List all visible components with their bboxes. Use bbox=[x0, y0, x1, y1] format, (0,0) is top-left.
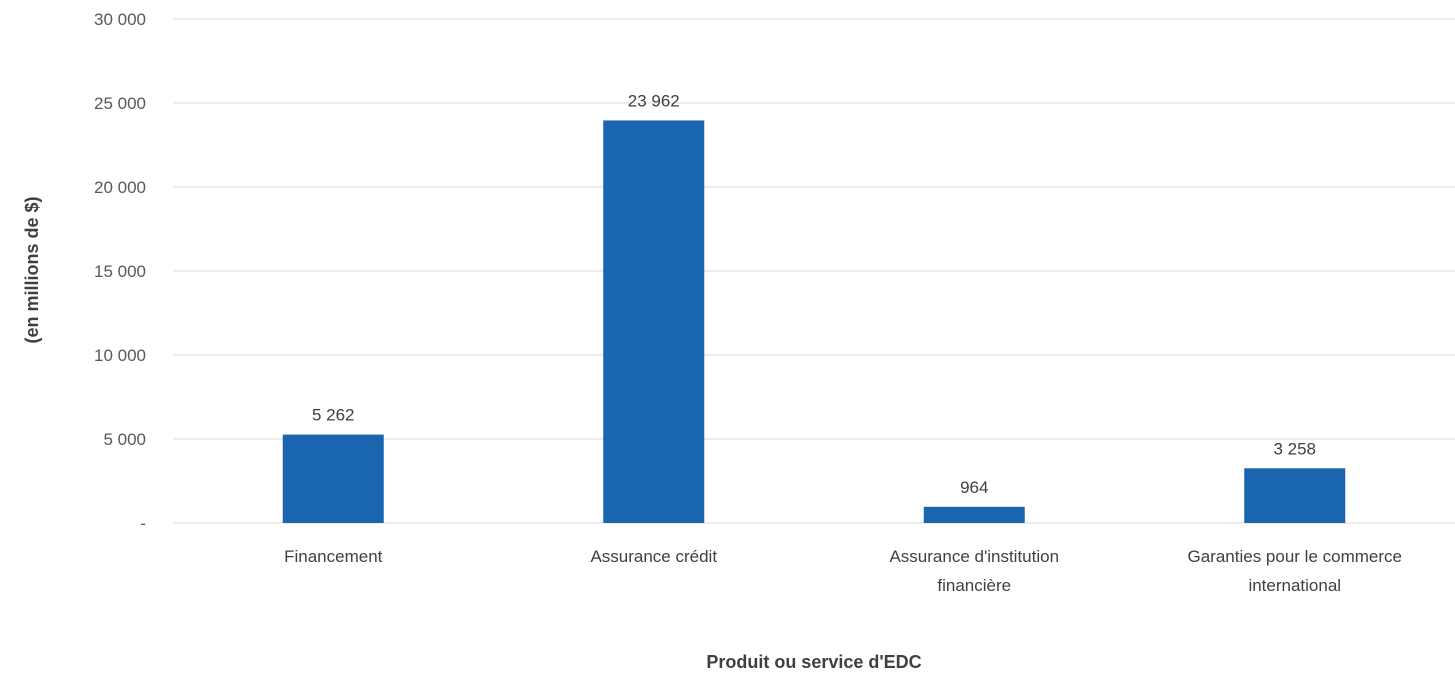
x-category-label: Financement bbox=[284, 547, 383, 566]
x-category-label: Garanties pour le commerce bbox=[1188, 547, 1402, 566]
bar bbox=[282, 434, 384, 523]
bar bbox=[603, 120, 705, 523]
data-label: 23 962 bbox=[628, 91, 680, 110]
data-label: 3 258 bbox=[1273, 439, 1316, 458]
y-tick-label: 15 000 bbox=[94, 262, 146, 281]
data-labels: 5 262 23 962 964 3 258 bbox=[312, 91, 1316, 496]
y-axis-ticks: - 5 000 10 000 15 000 20 000 25 000 30 000 bbox=[94, 10, 146, 533]
bar bbox=[923, 506, 1025, 523]
x-axis-title: Produit ou service d'EDC bbox=[706, 652, 921, 672]
y-tick-label: 10 000 bbox=[94, 346, 146, 365]
x-category-label: Assurance crédit bbox=[590, 547, 717, 566]
data-label: 964 bbox=[960, 478, 988, 497]
y-tick-label: 25 000 bbox=[94, 94, 146, 113]
gridlines bbox=[173, 18, 1455, 524]
y-axis-title: (en millions de $) bbox=[22, 196, 42, 343]
x-category-label: Assurance d'institution bbox=[889, 547, 1059, 566]
x-category-label: international bbox=[1248, 576, 1341, 595]
y-tick-label: 30 000 bbox=[94, 10, 146, 29]
y-tick-label: 5 000 bbox=[103, 430, 146, 449]
data-label: 5 262 bbox=[312, 406, 355, 425]
y-tick-label: 20 000 bbox=[94, 178, 146, 197]
x-category-label: financière bbox=[937, 576, 1011, 595]
x-axis-categories: Financement Assurance crédit Assurance d'i… bbox=[284, 547, 1402, 595]
bars bbox=[282, 120, 1346, 523]
y-tick-label: - bbox=[140, 514, 146, 533]
bar bbox=[1244, 468, 1346, 523]
